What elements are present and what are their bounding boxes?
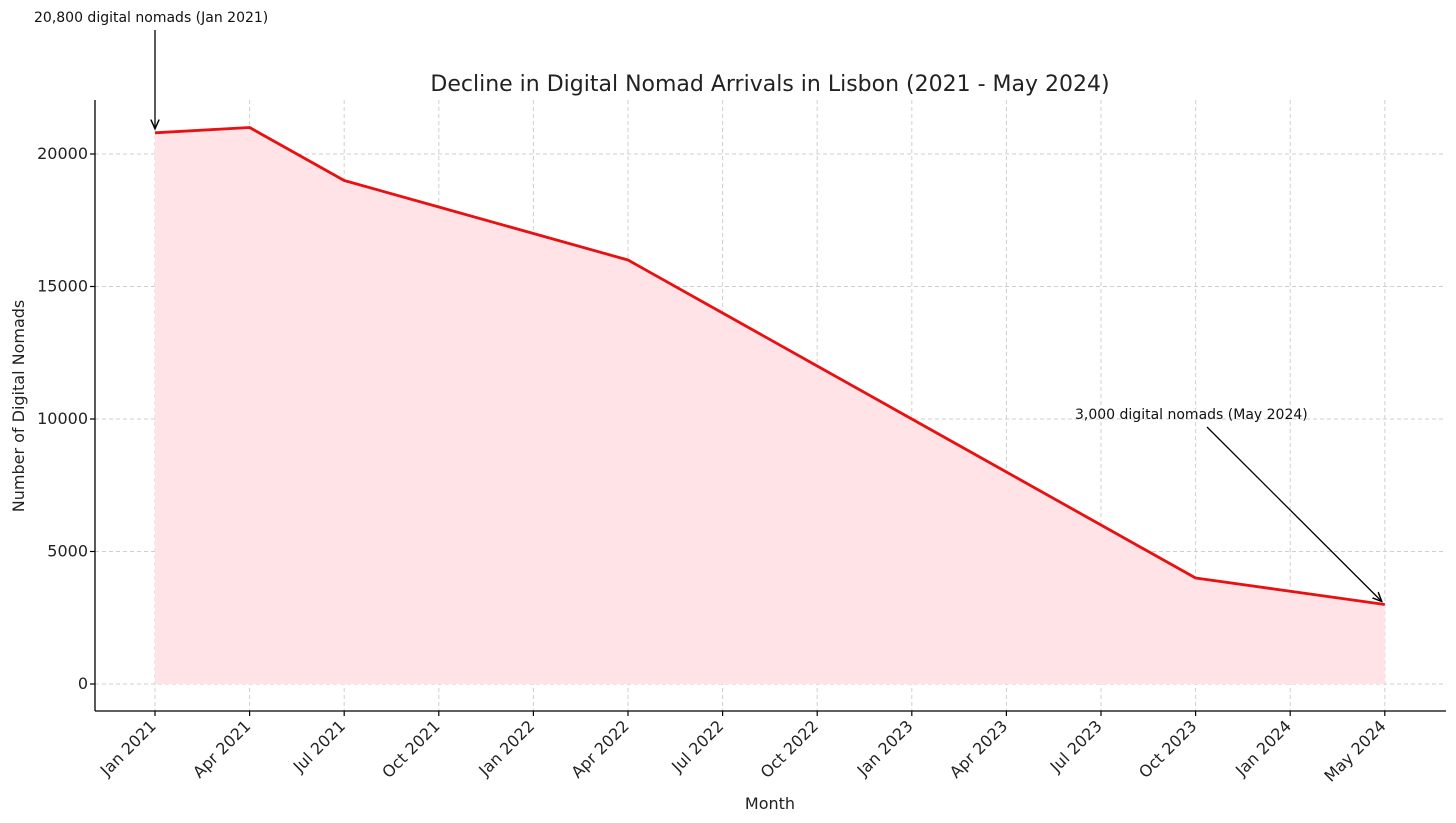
area-fill: [155, 127, 1385, 684]
x-axis-label: Month: [745, 794, 795, 813]
annotation-start-text: 20,800 digital nomads (Jan 2021): [34, 10, 268, 26]
annotations: 20,800 digital nomads (Jan 2021) 3,000 di…: [34, 10, 1382, 602]
y-tick-label: 0: [78, 674, 88, 693]
x-tick-label: Jul 2021: [289, 716, 349, 776]
x-tick-label: Apr 2023: [946, 716, 1011, 781]
x-tick-label: Jan 2024: [1231, 716, 1295, 780]
y-tick-label: 15000: [37, 277, 88, 296]
x-tick-label: Apr 2022: [567, 716, 632, 781]
annotation-end-arrow: [1206, 426, 1382, 602]
y-axis-label: Number of Digital Nomads: [9, 300, 28, 512]
x-tick-label: Apr 2021: [189, 716, 254, 781]
annotation-end-text: 3,000 digital nomads (May 2024): [1075, 407, 1308, 423]
x-tick-label: May 2024: [1320, 716, 1389, 785]
x-tick-label: Oct 2022: [757, 716, 822, 781]
x-tick-label: Jan 2023: [853, 716, 917, 780]
axes: [94, 100, 1446, 712]
y-tick-label: 20000: [37, 144, 88, 163]
area-layer: [154, 126, 1385, 684]
x-tick-label: Jul 2023: [1046, 716, 1106, 776]
y-tick-label: 5000: [47, 542, 88, 561]
x-tick-label: Jan 2022: [474, 716, 538, 780]
x-tick-label: Oct 2023: [1135, 716, 1200, 781]
series-line: [154, 126, 1385, 606]
chart-title: Decline in Digital Nomad Arrivals in Lis…: [430, 72, 1109, 97]
y-tick-label: 10000: [37, 409, 88, 428]
x-tick-label: Oct 2021: [378, 716, 443, 781]
x-tick-label: Jan 2021: [96, 716, 160, 780]
x-tick-label: Jul 2022: [667, 716, 727, 776]
